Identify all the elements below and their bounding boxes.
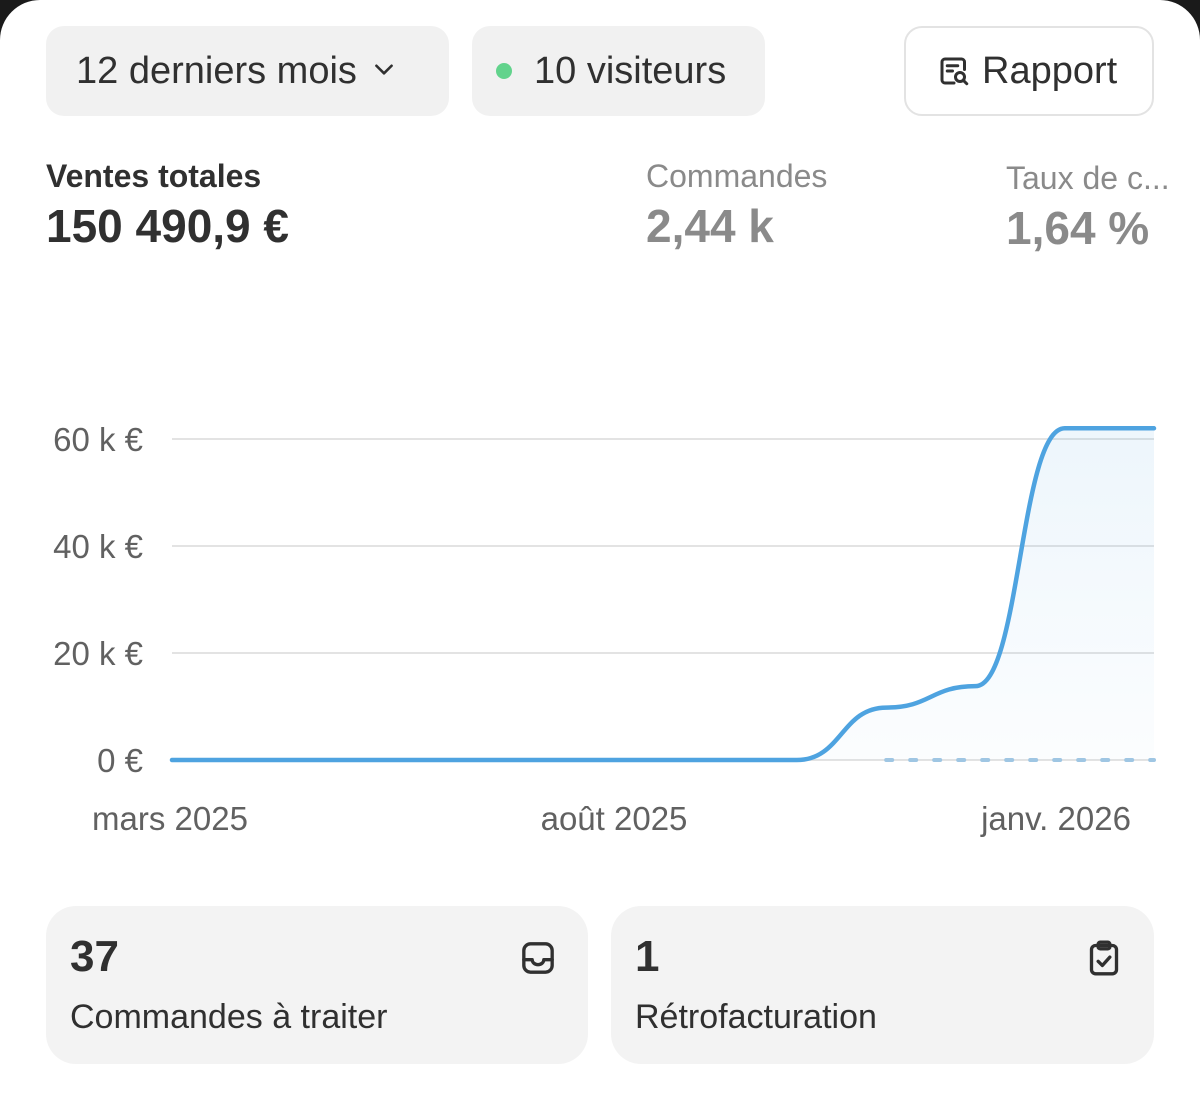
x-tick-label: janv. 2026	[980, 800, 1131, 837]
series-area	[172, 428, 1154, 760]
clipboard-check-icon	[1084, 938, 1124, 983]
sales-line-chart: 0 € 20 k € 40 k € 60 k € mars 2025 août 2025 j…	[53, 421, 1157, 837]
live-dot-icon	[496, 63, 512, 79]
period-label: 12 derniers mois	[76, 49, 357, 92]
metric-value: 150 490,9 €	[46, 200, 290, 252]
metric-label: Commandes	[646, 158, 828, 194]
metric-value: 2,44 k	[646, 200, 774, 252]
data-point	[615, 757, 621, 763]
period-selector[interactable]: 12 derniers mois	[46, 26, 449, 116]
data-point	[883, 705, 889, 711]
x-tick-label: août 2025	[541, 800, 688, 837]
inbox-icon	[518, 938, 558, 983]
data-point	[258, 757, 264, 763]
report-label: Rapport	[982, 49, 1118, 92]
visitors-label: 10 visiteurs	[534, 49, 727, 92]
y-tick-label: 40 k €	[53, 528, 143, 565]
sales-series-line	[169, 426, 1157, 763]
metric-total-sales[interactable]: Ventes totales 150 490,9 €	[46, 158, 289, 253]
data-point	[526, 757, 532, 763]
data-point	[437, 757, 443, 763]
metric-value: 1,64 %	[1006, 202, 1150, 254]
report-search-icon	[936, 53, 972, 89]
live-visitors-button[interactable]: 10 visiteurs	[472, 26, 765, 116]
tile-label: Rétrofacturation	[635, 998, 877, 1036]
orders-to-process-tile[interactable]: 37 Commandes à traiter	[46, 906, 588, 1064]
metric-conversion-rate[interactable]: Taux de c... 1,64 %	[1006, 160, 1200, 255]
data-point	[705, 757, 711, 763]
y-tick-label: 20 k €	[53, 635, 143, 672]
x-tick-label: mars 2025	[92, 800, 248, 837]
data-point	[1062, 425, 1068, 431]
tile-label: Commandes à traiter	[70, 998, 388, 1036]
data-point	[972, 683, 978, 689]
data-point	[348, 757, 354, 763]
data-point	[169, 757, 175, 763]
metric-orders[interactable]: Commandes 2,44 k	[646, 158, 827, 253]
chargeback-tile[interactable]: 1 Rétrofacturation	[611, 906, 1154, 1064]
metric-label: Ventes totales	[46, 158, 262, 194]
data-point	[794, 757, 800, 763]
y-tick-label: 60 k €	[53, 421, 143, 458]
y-tick-label: 0 €	[97, 742, 143, 779]
tile-number: 37	[70, 932, 119, 981]
data-point	[1151, 425, 1157, 431]
metric-label: Taux de c...	[1006, 160, 1170, 196]
tile-number: 1	[635, 932, 660, 981]
report-button[interactable]: Rapport	[904, 26, 1154, 116]
chevron-down-icon	[371, 56, 397, 87]
